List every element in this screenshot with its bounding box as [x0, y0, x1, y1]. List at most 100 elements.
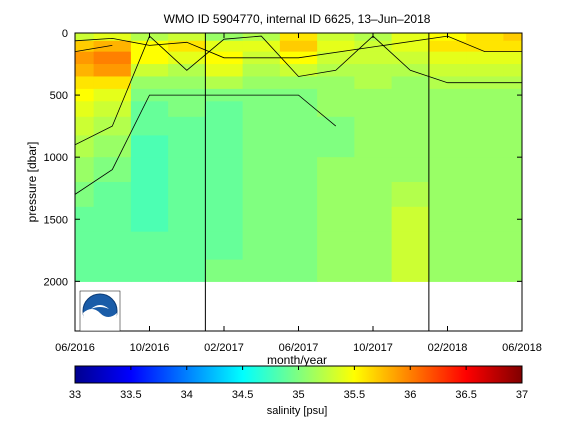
heatmap-cell	[317, 259, 355, 282]
heatmap-cell	[503, 206, 522, 233]
heatmap-cell	[130, 40, 169, 53]
heatmap-cell	[391, 76, 430, 90]
heatmap-cell	[168, 182, 206, 208]
heatmap-cell	[75, 231, 95, 261]
heatmap-cell	[242, 33, 281, 42]
heatmap-cell	[466, 206, 504, 233]
heatmap-cell	[242, 76, 281, 90]
colorbar-tick-label: 33	[69, 389, 81, 401]
x-tick-label: 06/2018	[502, 342, 542, 354]
y-tick-label: 1000	[44, 152, 68, 164]
colorbar-tick-label: 37	[516, 389, 528, 401]
heatmap-cell	[242, 135, 281, 158]
heatmap-cell	[317, 101, 355, 118]
colorbar-ticks: 33 33.5 34 34.5 35 35.5 36 36.5 37	[69, 366, 528, 401]
x-axis: 06/2016 10/2016 02/2017 06/2017 10/2017 02/20…	[55, 33, 542, 354]
heatmap-cell	[428, 88, 467, 102]
heatmap-cell	[391, 101, 430, 118]
heatmap-cell	[130, 64, 169, 78]
colorbar-tick-label: 36.5	[455, 389, 476, 401]
heatmap-cell	[317, 116, 355, 137]
heatmap-cell	[317, 88, 355, 102]
heatmap-cell	[75, 33, 95, 42]
heatmap-cell	[317, 206, 355, 233]
heatmap-cell	[466, 33, 504, 42]
heatmap-cell	[391, 231, 430, 261]
heatmap-cell	[279, 259, 318, 282]
x-axis-label: month/year	[267, 353, 327, 367]
heatmap-cell	[279, 135, 318, 158]
heatmap-cell	[205, 101, 244, 118]
heatmap-cell	[317, 157, 355, 183]
heatmap-cell	[205, 116, 244, 137]
y-tick-label: 500	[50, 90, 68, 102]
logo-bird	[91, 305, 109, 309]
heatmap-cell	[93, 33, 132, 42]
colorbar-label: salinity [psu]	[267, 405, 328, 417]
heatmap-cells	[75, 33, 522, 282]
heatmap-cell	[205, 231, 244, 261]
heatmap-cell	[428, 51, 467, 65]
heatmap-cell	[503, 135, 522, 158]
heatmap-cell	[391, 182, 430, 208]
noaa-logo	[79, 290, 121, 332]
heatmap-cell	[130, 206, 169, 233]
colorbar-tick-label: 34.5	[232, 389, 253, 401]
heatmap-cell	[503, 40, 522, 53]
heatmap-cell	[391, 40, 430, 53]
heatmap-cell	[168, 33, 206, 42]
heatmap-cell	[242, 116, 281, 137]
heatmap-cell	[354, 231, 393, 261]
heatmap-cell	[391, 33, 430, 42]
heatmap-cell	[168, 157, 206, 183]
heatmap-cell	[317, 135, 355, 158]
heatmap-cell	[205, 64, 244, 78]
heatmap-cell	[242, 182, 281, 208]
heatmap-cell	[391, 135, 430, 158]
x-tick-label: 02/2017	[204, 342, 244, 354]
heatmap-cell	[168, 116, 206, 137]
chart-title: WMO ID 5904770, internal ID 6625, 13–Jun…	[164, 12, 431, 26]
colorbar-tick-label: 33.5	[120, 389, 141, 401]
heatmap-cell	[466, 88, 504, 102]
x-tick-label: 06/2017	[279, 342, 319, 354]
heatmap-cell	[93, 135, 132, 158]
heatmap-cell	[75, 101, 95, 118]
heatmap-cell	[205, 40, 244, 53]
heatmap-cell	[354, 88, 393, 102]
heatmap-cell	[130, 157, 169, 183]
heatmap-cell	[93, 116, 132, 137]
heatmap-cell	[503, 64, 522, 78]
heatmap-cell	[75, 116, 95, 137]
y-axis-label: pressure [dbar]	[25, 142, 39, 223]
colorbar-tick-label: 35	[292, 389, 304, 401]
heatmap-cell	[391, 206, 430, 233]
heatmap-cell	[168, 135, 206, 158]
heatmap-cell	[391, 88, 430, 102]
heatmap-cell	[391, 116, 430, 137]
heatmap-cell	[428, 182, 467, 208]
heatmap-cell	[317, 231, 355, 261]
heatmap-cell	[428, 259, 467, 282]
heatmap-cell	[130, 51, 169, 65]
heatmap-cell	[168, 206, 206, 233]
heatmap-cell	[428, 206, 467, 233]
heatmap-cell	[75, 40, 95, 53]
heatmap-cell	[503, 116, 522, 137]
heatmap-cell	[205, 135, 244, 158]
heatmap-cell	[466, 182, 504, 208]
heatmap-cell	[503, 157, 522, 183]
heatmap-cell	[168, 101, 206, 118]
heatmap-cell	[466, 64, 504, 78]
heatmap-cell	[130, 259, 169, 282]
heatmap-cell	[242, 259, 281, 282]
heatmap-cell	[354, 259, 393, 282]
heatmap-cell	[428, 135, 467, 158]
heatmap-cell	[428, 40, 467, 53]
heatmap-cell	[168, 40, 206, 53]
heatmap-cell	[168, 231, 206, 261]
heatmap-cell	[428, 101, 467, 118]
y-axis: 0 500 1000 1500 2000	[44, 28, 522, 288]
heatmap-cell	[93, 64, 132, 78]
